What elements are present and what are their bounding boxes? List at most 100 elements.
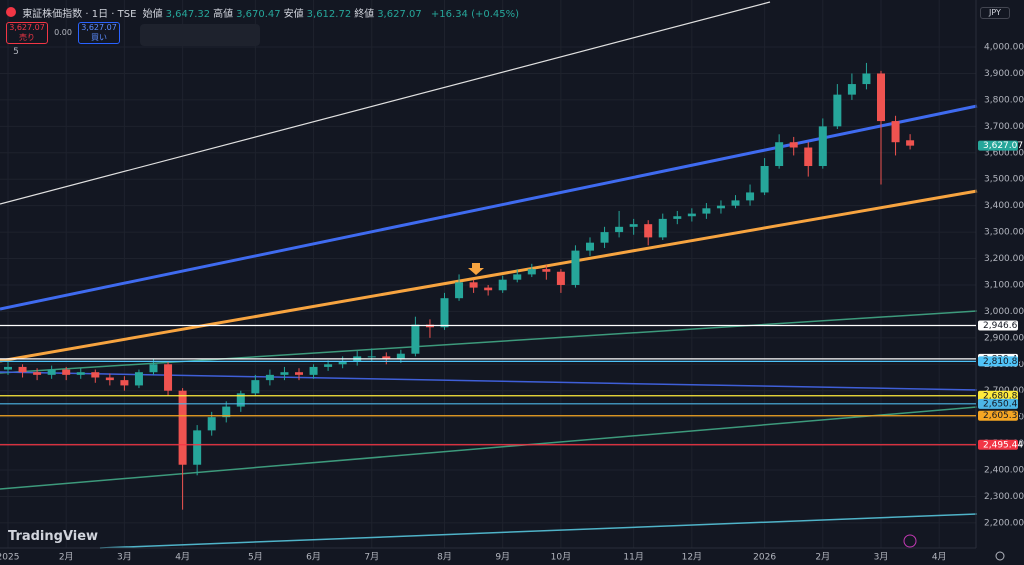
x-tick-label: 7月 (364, 552, 379, 563)
y-tick-label: 3,100.00 (984, 280, 1024, 290)
candle-body (600, 232, 609, 243)
candle-body (265, 374, 274, 381)
trend-line (0, 104, 978, 311)
candle-body (33, 372, 42, 375)
candle-body (338, 361, 347, 365)
y-tick-label: 3,900.00 (984, 69, 1024, 79)
level-label-box (978, 410, 1018, 421)
candle-body (877, 73, 885, 122)
last-price-label: 3,627.07 (983, 141, 1023, 151)
level-label: 2,495.44 (983, 440, 1023, 450)
y-tick-label: 2,400.00 (984, 466, 1024, 476)
x-tick-label: 4月 (175, 552, 190, 563)
y-tick-label: 3,400.00 (984, 201, 1024, 211)
candle-body (818, 126, 827, 167)
candle-body (76, 372, 85, 375)
candle-body (673, 216, 682, 219)
candle-body (702, 208, 711, 214)
candle-body (542, 269, 551, 272)
buy-button[interactable]: 3,627.07 買い (78, 22, 120, 44)
ohlc-label: 高値 (213, 9, 234, 20)
candle-body (527, 269, 536, 275)
x-tick-label: 2026 (753, 553, 776, 563)
candle-body (18, 366, 27, 373)
x-tick-label: 4月 (932, 552, 947, 563)
ohlc-label: 終値 (354, 9, 375, 20)
logo: TradingView (8, 529, 99, 544)
candle-body (891, 121, 900, 143)
level-label: 2,810.89 (983, 357, 1023, 367)
candle-body (556, 271, 565, 285)
ohlc-value: 3,647.32 (165, 9, 211, 20)
arrow-annotation (468, 263, 484, 275)
sell-button[interactable]: 3,627.07 売り (6, 22, 48, 44)
candle-body (367, 356, 376, 358)
change: +16.34 (+0.45%) (430, 9, 520, 20)
candle-body (644, 224, 653, 238)
candle-body (411, 324, 420, 354)
sell-price: 3,627.07 (9, 23, 45, 32)
trend-line (0, 371, 978, 391)
y-tick-label: 3,700.00 (984, 122, 1024, 132)
alert-icon[interactable] (903, 534, 917, 548)
sell-label: 売り (19, 33, 35, 42)
trend-line (0, 189, 978, 363)
level-label: 2,650.43 (983, 399, 1023, 409)
level-label: 2,680.84 (983, 391, 1023, 401)
candle-body (178, 390, 187, 465)
y-tick-label: 4,000.00 (984, 43, 1024, 53)
level-label-box (978, 320, 1018, 331)
candle-body (222, 406, 231, 418)
ohlc-value: 3,670.47 (236, 9, 281, 20)
candle-body (280, 372, 289, 375)
y-tick-label: 2,200.00 (984, 518, 1024, 528)
x-tick-label: 10月 (551, 552, 571, 563)
indicator-count[interactable]: 5 (13, 47, 19, 57)
settings-icon[interactable] (995, 551, 1005, 561)
candle-body (164, 364, 173, 391)
buy-price: 3,627.07 (81, 23, 117, 32)
y-tick-label: 3,000.00 (984, 307, 1024, 317)
candle-body (105, 377, 114, 381)
trend-line (99, 513, 978, 549)
level-label: 2,946.62 (983, 321, 1023, 331)
last-price-box (978, 140, 1018, 151)
candle-body (469, 282, 478, 288)
symbol-icon (6, 7, 16, 17)
candle-body (484, 287, 493, 291)
candle-body (615, 226, 624, 233)
candle-body (440, 298, 449, 328)
candle-body (775, 142, 784, 167)
candle-body (309, 366, 318, 375)
candle-body (760, 166, 769, 193)
candle-body (396, 353, 405, 359)
x-tick-label: 2月 (59, 552, 74, 563)
level-label: 2,605.38 (983, 411, 1023, 421)
candle-body (731, 200, 740, 206)
candle-body (804, 147, 813, 167)
candle-body (4, 366, 12, 370)
x-tick-label: 6月 (306, 552, 321, 563)
x-tick-label: 3月 (117, 552, 132, 563)
candle-body (251, 380, 260, 394)
candle-body (906, 140, 915, 146)
level-label-box (978, 398, 1018, 409)
y-tick-label: 3,500.00 (984, 175, 1024, 185)
trend-line (0, 406, 978, 490)
level-label-box (978, 439, 1018, 450)
candle-body (862, 73, 871, 85)
ohlc-label: 始値 (142, 9, 163, 20)
currency[interactable]: JPY (980, 7, 1010, 19)
level-label-box (978, 356, 1018, 367)
candle-body (149, 364, 158, 373)
trend-line (0, 310, 978, 374)
candle-body (193, 430, 202, 465)
drawing-toolbar[interactable] (140, 24, 260, 46)
candle-body (455, 282, 464, 299)
spread: 0.00 (54, 28, 72, 37)
candle-body (207, 417, 216, 431)
legend-header: 東証株価指数 · 1日 · TSE 始値 3,647.32 高値 3,670.47 安値… (6, 5, 522, 20)
candle-body (716, 205, 725, 209)
